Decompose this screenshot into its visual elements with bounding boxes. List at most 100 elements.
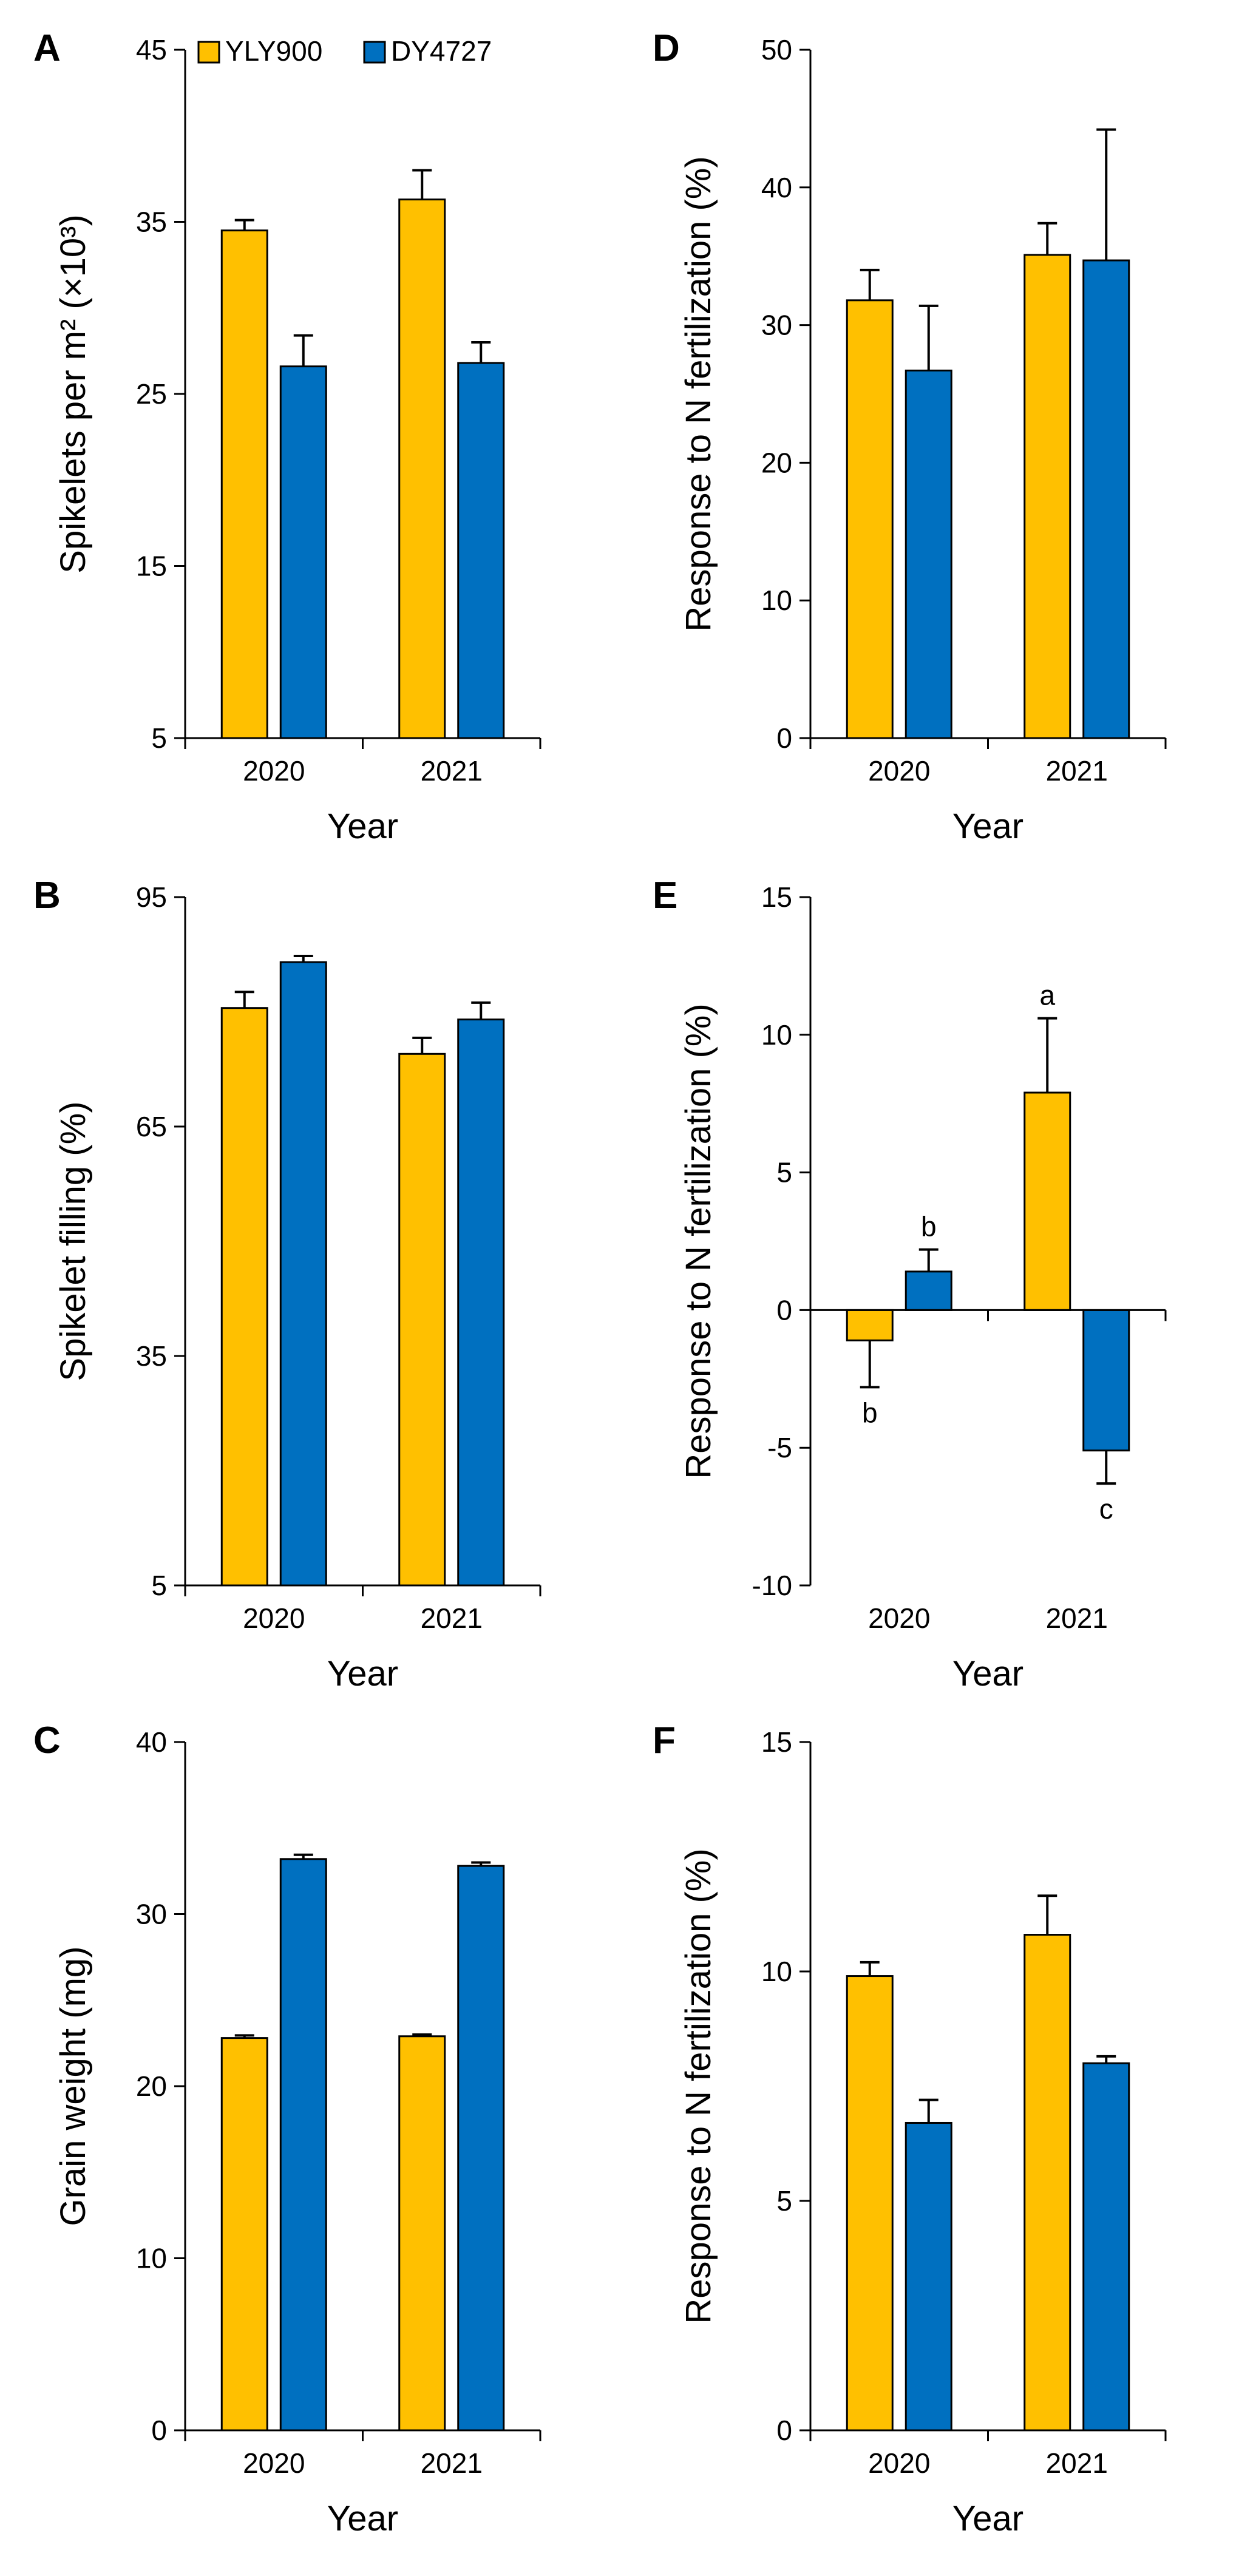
panel-letter-E: E [653, 875, 677, 917]
x-tick-label-C-2020: 2020 [243, 2447, 305, 2479]
bar-A-DY4727-2021 [457, 362, 505, 739]
x-tick-label-C-2021: 2021 [421, 2447, 483, 2479]
y-tick-label-D-0: 0 [776, 722, 792, 754]
bar-C-DY4727-2020 [279, 1858, 327, 2432]
y-axis-title-B: Spikelet filling (%) [53, 1102, 93, 1381]
bar-E-DY4727-2020 [905, 1270, 952, 1311]
y-tick-label-F-10: 10 [761, 1956, 792, 1987]
x-tick-label-A-2021: 2021 [421, 755, 483, 787]
y-tick-label-F-0: 0 [776, 2415, 792, 2446]
x-axis-title-A: Year [327, 807, 398, 846]
x-tick-label-F-2021: 2021 [1046, 2447, 1108, 2479]
y-tick-label-D-10: 10 [761, 585, 792, 616]
y-tick-label-E-10: 10 [761, 1019, 792, 1051]
y-axis-title-D: Response to N fertilization (%) [679, 156, 718, 631]
bar-A-YLY900-2021 [398, 198, 446, 739]
chart-panel-E: Eb a b c -10 -5 0 5 10 15 2020 2021 Year Response to … [653, 875, 1167, 1693]
bar-E-YLY900-2021 [1023, 1091, 1071, 1311]
y-tick-label-A-5: 5 [151, 722, 167, 754]
x-tick-label-F-2020: 2020 [868, 2447, 930, 2479]
bar-B-YLY900-2020 [220, 1007, 268, 1587]
y-axis-title-E: Response to N fertilization (%) [679, 1003, 718, 1479]
significance-label-E-DY4727-2020: b [921, 1211, 937, 1242]
bar-D-DY4727-2021 [1082, 259, 1130, 739]
x-tick-label-B-2021: 2021 [421, 1602, 483, 1634]
x-axis-title-C: Year [327, 2499, 398, 2538]
y-tick-label-E--10: -10 [752, 1570, 792, 1601]
y-tick-label-F-5: 5 [776, 2185, 792, 2217]
bar-C-YLY900-2020 [220, 2037, 268, 2432]
x-tick-label-D-2021: 2021 [1046, 755, 1108, 787]
bar-E-YLY900-2020 [846, 1309, 894, 1341]
y-tick-label-B-65: 65 [136, 1111, 167, 1142]
bar-B-YLY900-2021 [398, 1052, 446, 1587]
y-tick-label-E--5: -5 [767, 1432, 792, 1463]
bar-D-YLY900-2021 [1023, 254, 1071, 739]
y-tick-label-A-25: 25 [136, 378, 167, 410]
y-axis-title-C: Grain weight (mg) [53, 1947, 93, 2226]
significance-label-E-YLY900-2020: b [862, 1397, 878, 1428]
chart-panel-F: F 0 5 10 15 2020 2021 Year Response to N fertili… [653, 1720, 1167, 2538]
y-tick-label-B-5: 5 [151, 1570, 167, 1601]
y-tick-label-B-95: 95 [136, 881, 167, 913]
y-tick-label-A-45: 45 [136, 34, 167, 66]
bar-C-YLY900-2021 [398, 2035, 446, 2432]
y-axis-title-F: Response to N fertilization (%) [679, 1848, 718, 2323]
bar-A-YLY900-2020 [220, 229, 268, 739]
panel-letter-A: A [33, 27, 61, 69]
y-tick-label-C-20: 20 [136, 2070, 167, 2102]
legend-label-YLY900: YLY900 [225, 35, 322, 67]
bar-F-DY4727-2020 [905, 2121, 952, 2432]
y-tick-label-A-35: 35 [136, 206, 167, 238]
bar-F-YLY900-2021 [1023, 1934, 1071, 2432]
y-tick-label-C-40: 40 [136, 1726, 167, 1758]
y-tick-label-A-15: 15 [136, 551, 167, 582]
chart-panel-C: C 0 10 20 30 40 2020 2021 Year Grain weight (mg) [33, 1720, 541, 2538]
panel-letter-C: C [33, 1720, 61, 1761]
y-tick-label-C-0: 0 [151, 2415, 167, 2446]
bar-F-DY4727-2021 [1082, 2062, 1130, 2432]
chart-panel-B: B 5 35 65 95 2020 2021 Year Spikelet filling (%) [33, 875, 541, 1693]
chart-panel-D: D 0 10 20 30 40 50 2020 2021 Year Response to N fe… [653, 27, 1167, 846]
y-tick-label-E-0: 0 [776, 1294, 792, 1326]
y-tick-label-F-15: 15 [761, 1726, 792, 1758]
y-tick-label-D-30: 30 [761, 310, 792, 341]
x-axis-title-F: Year [952, 2499, 1023, 2538]
bar-C-DY4727-2021 [457, 1865, 505, 2432]
bar-B-DY4727-2020 [279, 961, 327, 1587]
legend-swatch-YLY900 [197, 41, 220, 64]
x-tick-label-B-2020: 2020 [243, 1602, 305, 1634]
y-tick-label-B-35: 35 [136, 1340, 167, 1372]
legend-label-DY4727: DY4727 [391, 35, 492, 67]
legend: YLY900 DY4727 [197, 35, 492, 67]
significance-label-E-YLY900-2021: a [1039, 980, 1055, 1011]
bar-B-DY4727-2021 [457, 1019, 505, 1587]
y-tick-label-E-5: 5 [776, 1157, 792, 1188]
bar-A-DY4727-2020 [279, 365, 327, 739]
y-tick-label-D-40: 40 [761, 172, 792, 203]
panel-letter-D: D [653, 27, 680, 69]
y-tick-label-E-15: 15 [761, 881, 792, 913]
y-tick-label-C-10: 10 [136, 2243, 167, 2274]
x-tick-label-E-2021: 2021 [1046, 1602, 1108, 1634]
x-axis-title-E: Year [952, 1654, 1023, 1693]
legend-swatch-DY4727 [363, 41, 386, 64]
y-tick-label-D-20: 20 [761, 447, 792, 478]
y-tick-label-D-50: 50 [761, 34, 792, 66]
y-tick-label-C-30: 30 [136, 1899, 167, 1930]
y-axis-title-A: Spikelets per m² (×10³) [53, 214, 93, 573]
x-tick-label-A-2020: 2020 [243, 755, 305, 787]
panel-letter-F: F [653, 1720, 676, 1761]
significance-label-E-DY4727-2021: c [1099, 1493, 1113, 1525]
panel-letter-B: B [33, 875, 61, 917]
x-axis-title-B: Year [327, 1654, 398, 1693]
x-tick-label-E-2020: 2020 [868, 1602, 930, 1634]
bar-D-YLY900-2020 [846, 299, 894, 739]
bar-F-YLY900-2020 [846, 1975, 894, 2432]
bar-D-DY4727-2020 [905, 369, 952, 739]
bar-E-DY4727-2021 [1082, 1309, 1130, 1452]
x-axis-title-D: Year [952, 807, 1023, 846]
chart-panel-A: A 5 15 25 35 45 2020 2021 Year Spikelets per m² (… [33, 27, 541, 846]
x-tick-label-D-2020: 2020 [868, 755, 930, 787]
